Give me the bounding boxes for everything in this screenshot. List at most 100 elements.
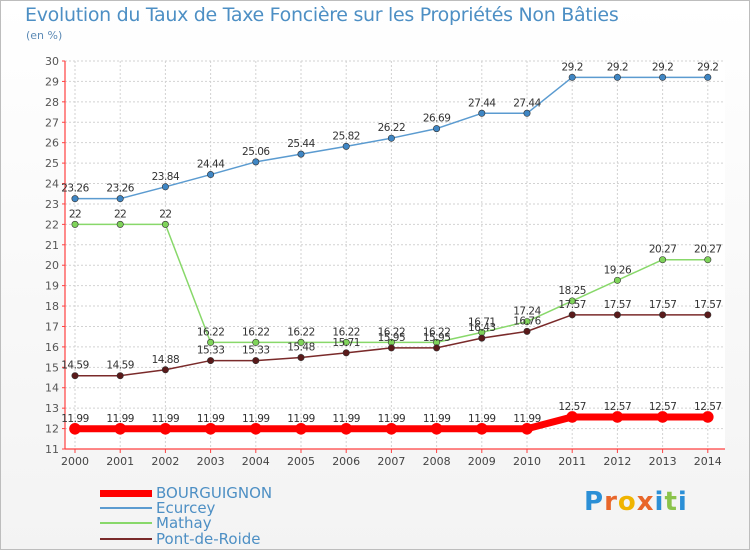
series-point	[475, 422, 488, 435]
series-point	[114, 422, 126, 435]
logo-letter: t	[664, 487, 678, 517]
y-tick-label: 29	[45, 75, 59, 88]
series-point	[478, 109, 486, 117]
data-label: 17.57	[694, 299, 722, 311]
series-point	[297, 338, 305, 346]
y-tick-label: 17	[45, 320, 59, 333]
series-point	[523, 327, 531, 335]
data-label: 16.22	[197, 326, 225, 338]
logo-letter: i	[654, 487, 665, 517]
legend-label: Mathay	[156, 514, 212, 532]
series-point	[161, 183, 169, 191]
y-tick-label: 16	[45, 341, 59, 354]
data-label: 16.22	[242, 326, 270, 338]
x-tick-label: 2003	[197, 455, 225, 468]
logo-letter: x	[636, 487, 655, 517]
data-label: 15.95	[378, 332, 406, 344]
x-tick-label: 2001	[106, 455, 134, 468]
data-label: 16.71	[468, 316, 496, 328]
data-label: 29.2	[607, 61, 628, 73]
x-tick-label: 2011	[558, 455, 586, 468]
y-tick-label: 28	[45, 96, 59, 109]
data-label: 17.24	[513, 306, 541, 318]
data-label: 18.25	[558, 285, 586, 297]
series-point	[568, 73, 576, 81]
data-label: 29.2	[562, 61, 583, 73]
series-point	[71, 220, 79, 228]
data-label: 15.48	[287, 342, 315, 354]
data-label: 12.57	[604, 401, 632, 413]
data-label: 20.27	[649, 244, 677, 256]
plot-area	[65, 61, 725, 449]
y-tick-label: 23	[45, 198, 59, 211]
series-point	[566, 411, 579, 423]
series-point	[478, 334, 486, 342]
proxiti-logo: Proxiti	[584, 487, 688, 517]
series-point	[297, 354, 305, 362]
y-tick-label: 25	[45, 157, 59, 170]
series-point	[161, 366, 169, 374]
data-label: 16.22	[378, 326, 406, 338]
series-point	[340, 422, 353, 435]
legend-swatch	[100, 522, 152, 524]
y-tick-label: 20	[45, 259, 59, 272]
series-point	[116, 372, 124, 380]
data-label: 16.22	[423, 326, 451, 338]
data-label: 26.69	[423, 113, 451, 125]
y-tick-label: 19	[45, 280, 59, 293]
series-point	[523, 109, 531, 117]
data-label: 16.76	[513, 315, 541, 327]
legend-swatch	[100, 489, 152, 497]
unit-label: (en %)	[26, 29, 63, 42]
series-point	[252, 158, 260, 166]
data-label: 25.06	[242, 146, 270, 158]
series-point	[656, 411, 669, 423]
data-label: 15.71	[332, 337, 360, 349]
data-label: 11.99	[242, 413, 270, 425]
series-point	[387, 134, 395, 142]
y-tick-label: 13	[45, 402, 59, 415]
data-label: 17.57	[649, 299, 677, 311]
data-label: 15.33	[242, 345, 270, 357]
legend-item: Ecurcey	[100, 499, 215, 517]
data-label: 11.99	[423, 413, 451, 425]
data-label: 12.57	[694, 401, 722, 413]
series-point	[204, 422, 217, 435]
x-tick-label: 2008	[423, 455, 451, 468]
data-label: 11.99	[332, 413, 360, 425]
series-point	[659, 73, 667, 81]
data-label: 20.27	[694, 244, 722, 256]
series-point	[387, 344, 395, 352]
series-point	[250, 422, 262, 435]
series-point	[611, 411, 624, 423]
series-point	[521, 422, 533, 435]
series-point	[613, 73, 621, 81]
data-label: 25.82	[332, 130, 360, 142]
series-point	[568, 297, 576, 305]
data-label: 12.57	[649, 401, 677, 413]
y-tick-label: 12	[45, 423, 59, 436]
x-tick-label: 2002	[151, 455, 179, 468]
y-tick-label: 26	[45, 137, 59, 150]
series-point	[207, 357, 215, 365]
y-tick-label: 21	[45, 239, 59, 252]
series-point	[252, 338, 260, 346]
data-label: 19.26	[604, 264, 632, 276]
y-tick-label: 22	[45, 218, 59, 231]
y-tick-label: 15	[45, 361, 59, 374]
y-tick-label: 18	[45, 300, 59, 313]
data-label: 29.2	[697, 61, 718, 73]
data-label: 23.26	[106, 183, 134, 195]
series-point	[71, 372, 79, 380]
series-point	[116, 195, 124, 203]
data-label: 14.59	[106, 360, 134, 372]
logo-letter: o	[617, 487, 637, 517]
series-point	[207, 338, 215, 346]
series-point	[385, 422, 398, 435]
data-label: 11.99	[287, 413, 315, 425]
series-point	[342, 349, 350, 357]
logo-letter: i	[677, 487, 688, 517]
series-point	[116, 220, 124, 228]
series-point	[252, 357, 260, 365]
